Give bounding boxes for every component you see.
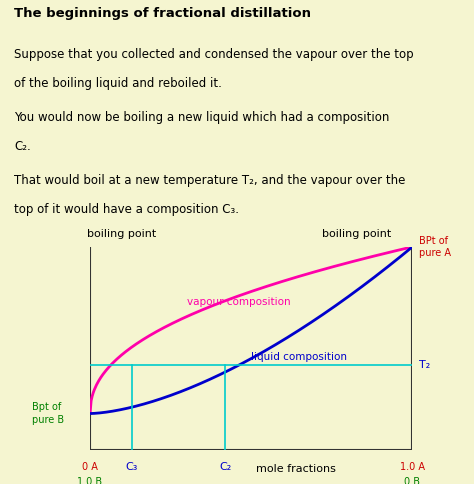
Text: 0 A: 0 A: [82, 462, 98, 472]
Text: 1.0 A: 1.0 A: [400, 462, 425, 472]
Text: Bpt of
pure B: Bpt of pure B: [32, 402, 64, 425]
Text: boiling point: boiling point: [87, 229, 156, 239]
Text: You would now be boiling a new liquid which had a composition: You would now be boiling a new liquid wh…: [14, 111, 390, 124]
Text: vapour composition: vapour composition: [187, 297, 291, 307]
Text: The beginnings of fractional distillation: The beginnings of fractional distillatio…: [14, 7, 311, 20]
Text: boiling point: boiling point: [322, 229, 392, 239]
Text: liquid composition: liquid composition: [251, 351, 347, 362]
Text: 1.0 B: 1.0 B: [77, 477, 103, 484]
Text: C₂.: C₂.: [14, 140, 31, 153]
Text: Suppose that you collected and condensed the vapour over the top: Suppose that you collected and condensed…: [14, 48, 414, 61]
Text: That would boil at a new temperature T₂, and the vapour over the: That would boil at a new temperature T₂,…: [14, 174, 406, 187]
Text: mole fractions: mole fractions: [256, 464, 336, 474]
Text: C₂: C₂: [219, 462, 232, 472]
Text: BPt of
pure A: BPt of pure A: [419, 236, 451, 258]
Text: T₂: T₂: [419, 360, 430, 370]
Text: top of it would have a composition C₃.: top of it would have a composition C₃.: [14, 203, 239, 216]
Text: 0 B: 0 B: [404, 477, 420, 484]
Text: of the boiling liquid and reboiled it.: of the boiling liquid and reboiled it.: [14, 77, 222, 91]
Text: C₃: C₃: [126, 462, 138, 472]
